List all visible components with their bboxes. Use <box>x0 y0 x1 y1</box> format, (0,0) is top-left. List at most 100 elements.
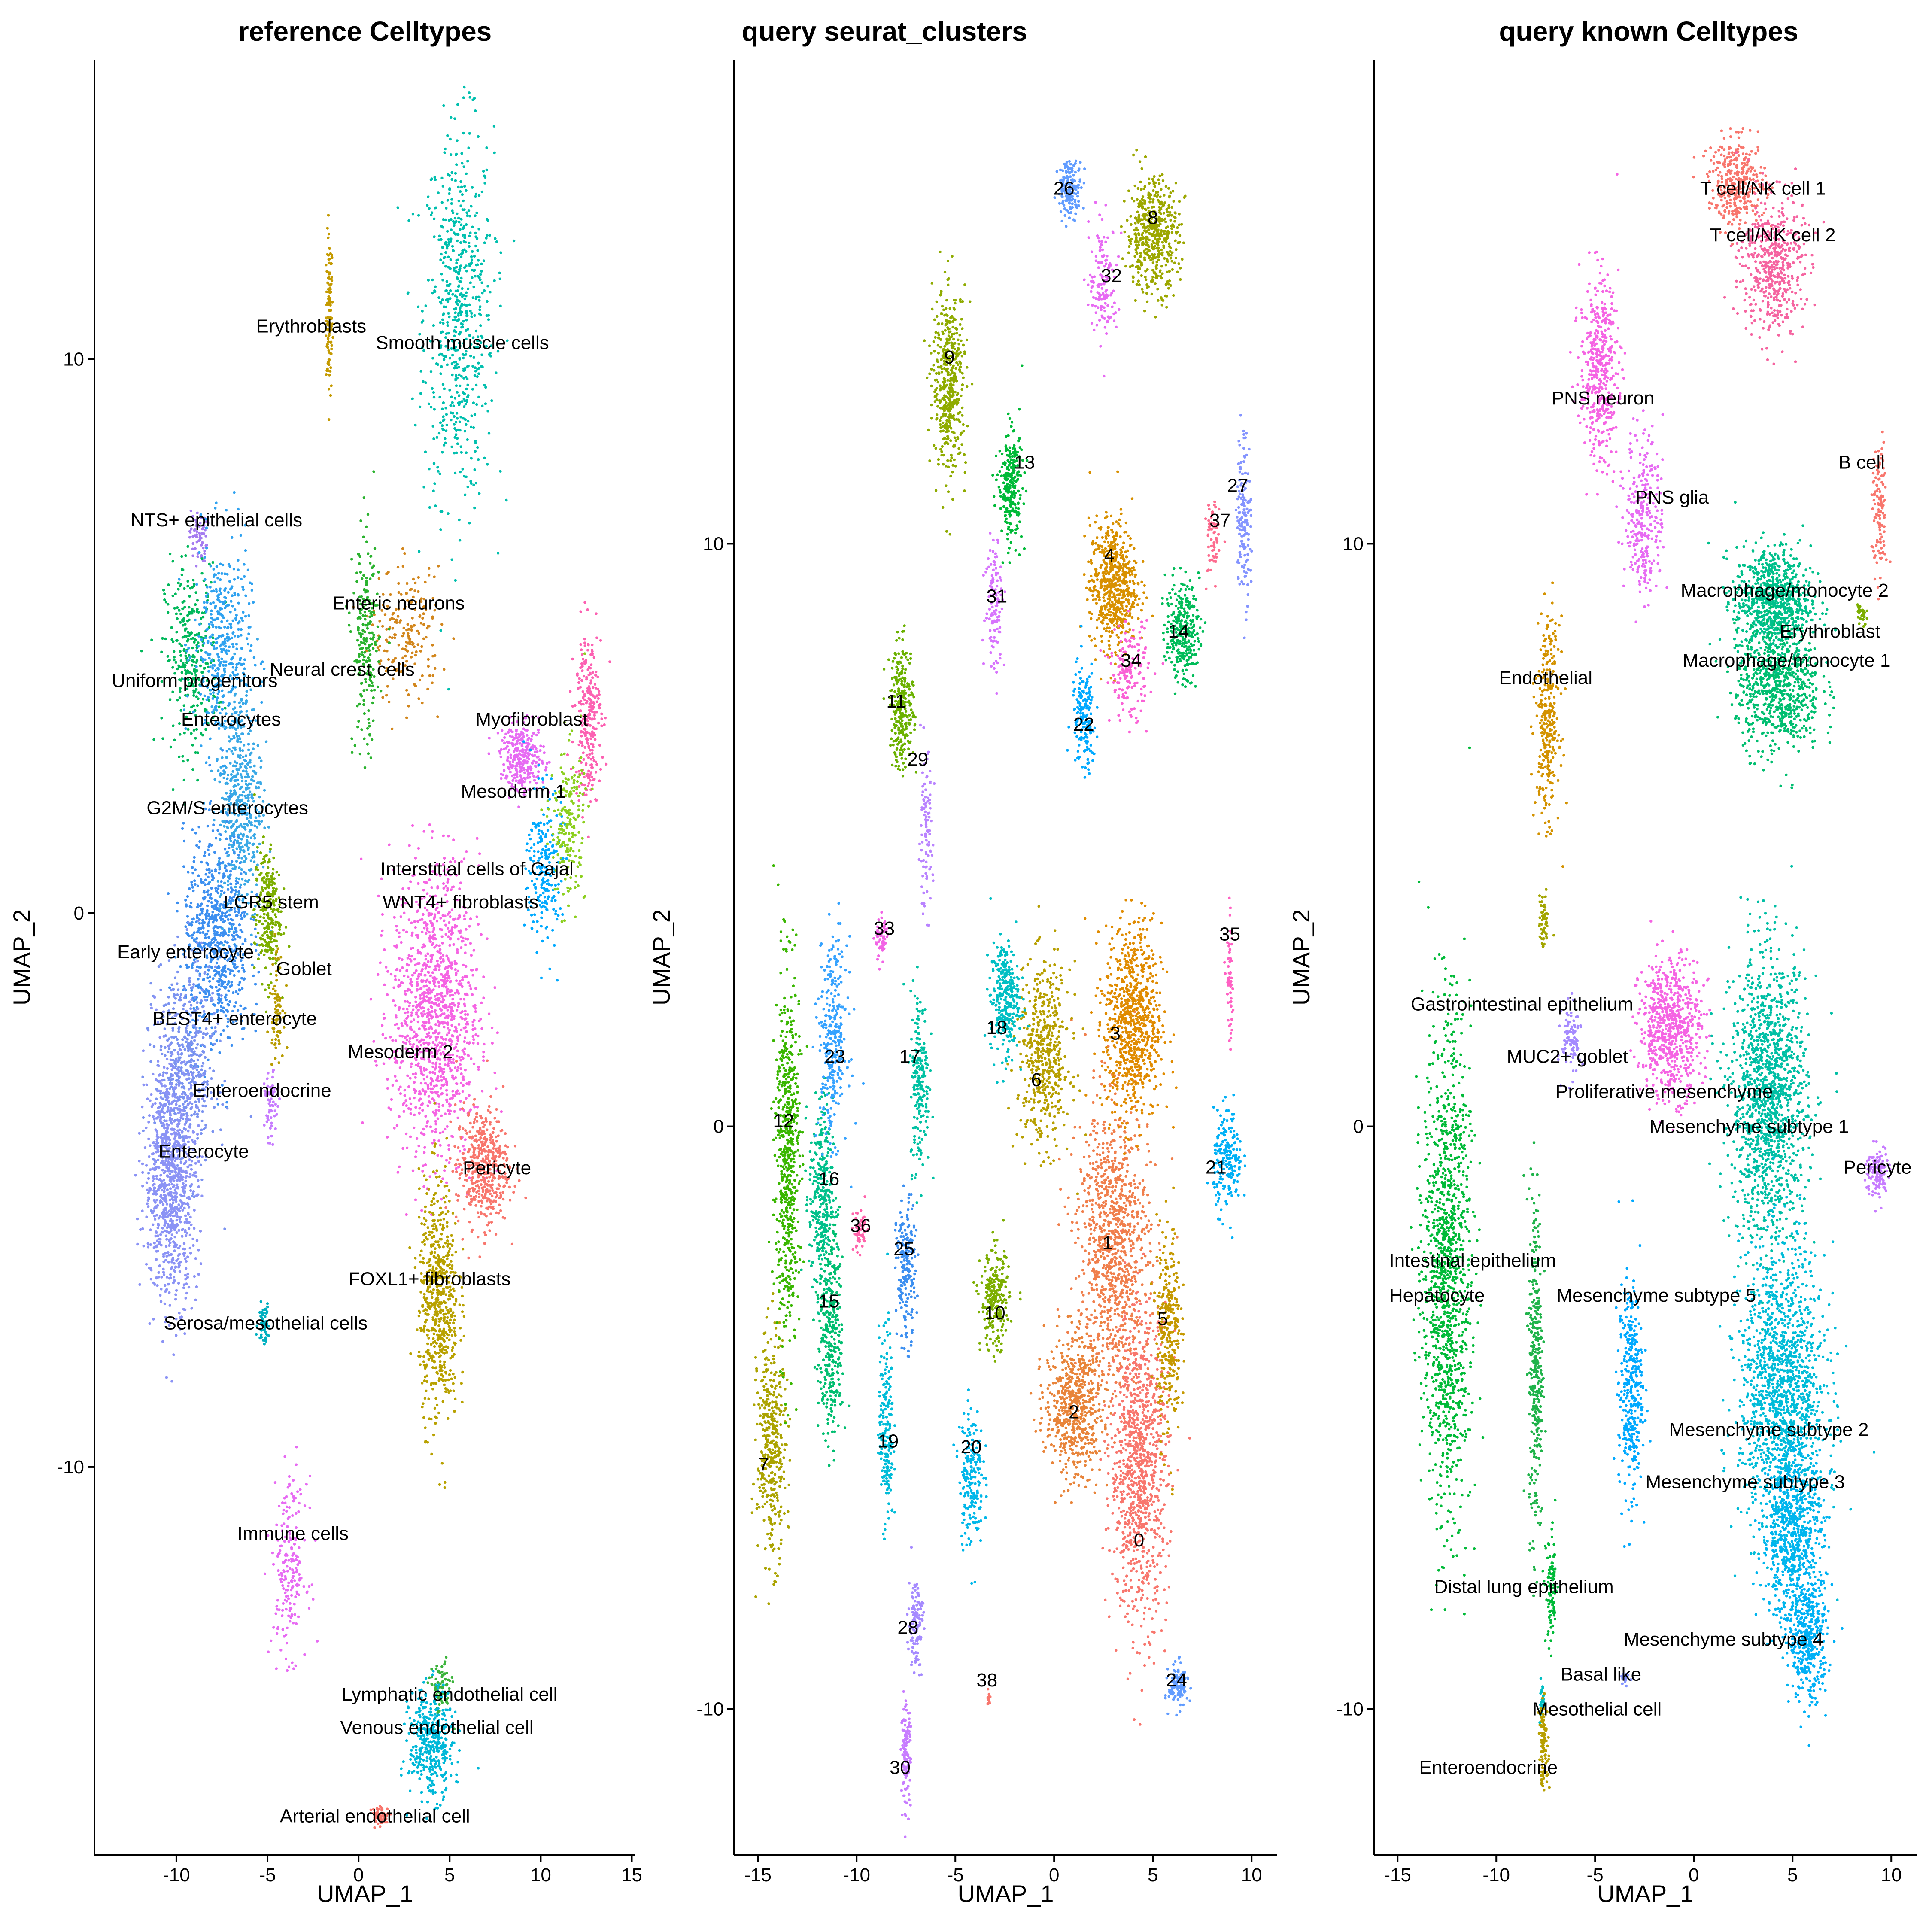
data-point <box>171 1170 174 1173</box>
data-point <box>221 756 224 759</box>
data-point <box>355 580 358 583</box>
data-point <box>453 367 456 370</box>
data-point <box>431 278 434 282</box>
data-point <box>173 656 176 659</box>
data-point <box>358 655 361 658</box>
data-point <box>483 174 486 177</box>
data-point <box>254 664 257 667</box>
data-point <box>218 589 221 592</box>
data-point <box>376 685 380 689</box>
data-point <box>470 258 474 261</box>
data-point <box>269 931 272 934</box>
data-point <box>178 1253 181 1256</box>
data-point <box>177 1262 180 1265</box>
data-point <box>186 1118 189 1121</box>
data-point <box>460 276 463 280</box>
data-point <box>197 1185 200 1188</box>
data-point <box>448 192 451 195</box>
data-point <box>158 1079 161 1083</box>
data-point <box>177 581 180 585</box>
data-point <box>264 740 268 743</box>
data-point <box>420 645 423 648</box>
data-point <box>270 1124 273 1127</box>
data-point <box>136 1217 139 1221</box>
data-point <box>327 254 330 257</box>
data-point <box>474 244 477 248</box>
data-point <box>278 1042 281 1045</box>
data-point <box>329 370 332 373</box>
data-point <box>464 493 467 496</box>
data-point <box>486 234 489 237</box>
data-point <box>214 637 217 641</box>
data-point <box>191 1237 194 1241</box>
data-point <box>199 664 202 668</box>
data-point <box>330 254 334 257</box>
data-point <box>464 418 467 421</box>
data-point <box>441 185 445 188</box>
data-point <box>375 650 378 653</box>
data-point <box>155 1140 158 1143</box>
data-point <box>363 651 366 654</box>
data-point <box>252 769 255 773</box>
data-point <box>192 860 195 863</box>
data-point <box>179 1109 182 1112</box>
data-point <box>153 1118 156 1121</box>
data-point <box>411 651 414 655</box>
data-point <box>428 506 431 509</box>
cluster-points <box>266 933 289 1066</box>
data-point <box>407 219 410 222</box>
data-point <box>328 271 331 274</box>
data-point <box>182 822 185 825</box>
data-point <box>264 988 267 991</box>
data-point <box>269 972 272 976</box>
data-point <box>152 1192 155 1195</box>
data-point <box>184 1257 187 1260</box>
data-point <box>246 642 250 646</box>
data-point <box>427 279 430 282</box>
data-point <box>209 586 212 589</box>
data-point <box>176 935 179 939</box>
data-point <box>204 658 207 661</box>
data-point <box>211 829 215 832</box>
data-point <box>197 919 200 923</box>
data-point <box>171 666 174 669</box>
data-point <box>232 568 236 571</box>
data-point <box>165 1183 168 1186</box>
data-point <box>383 649 386 652</box>
data-point <box>153 1144 156 1147</box>
data-point <box>155 1177 158 1180</box>
data-point <box>327 290 330 293</box>
data-point <box>183 1206 186 1210</box>
data-point <box>459 228 462 231</box>
data-point <box>286 1046 289 1049</box>
data-point <box>186 1273 189 1276</box>
data-point <box>363 737 366 740</box>
data-point <box>253 820 257 823</box>
data-point <box>152 1223 155 1226</box>
data-point <box>451 209 454 212</box>
data-point <box>246 840 249 843</box>
data-point <box>231 662 234 665</box>
data-point <box>143 1146 147 1149</box>
data-point <box>256 781 259 784</box>
data-point <box>178 696 181 699</box>
data-point <box>176 1179 179 1182</box>
data-point <box>441 383 445 386</box>
data-point <box>170 1122 173 1125</box>
data-point <box>202 1062 205 1065</box>
data-point <box>372 647 375 650</box>
data-point <box>406 623 409 626</box>
data-point <box>388 635 391 639</box>
data-point <box>148 1155 151 1158</box>
data-point <box>424 450 427 453</box>
data-point <box>261 922 264 926</box>
data-point <box>240 699 243 702</box>
data-point <box>199 1163 203 1166</box>
data-point <box>446 134 449 137</box>
data-point <box>463 297 466 301</box>
data-point <box>212 641 215 644</box>
data-point <box>282 932 286 935</box>
data-point <box>444 241 447 244</box>
data-point <box>441 330 444 333</box>
data-point <box>136 1242 139 1246</box>
